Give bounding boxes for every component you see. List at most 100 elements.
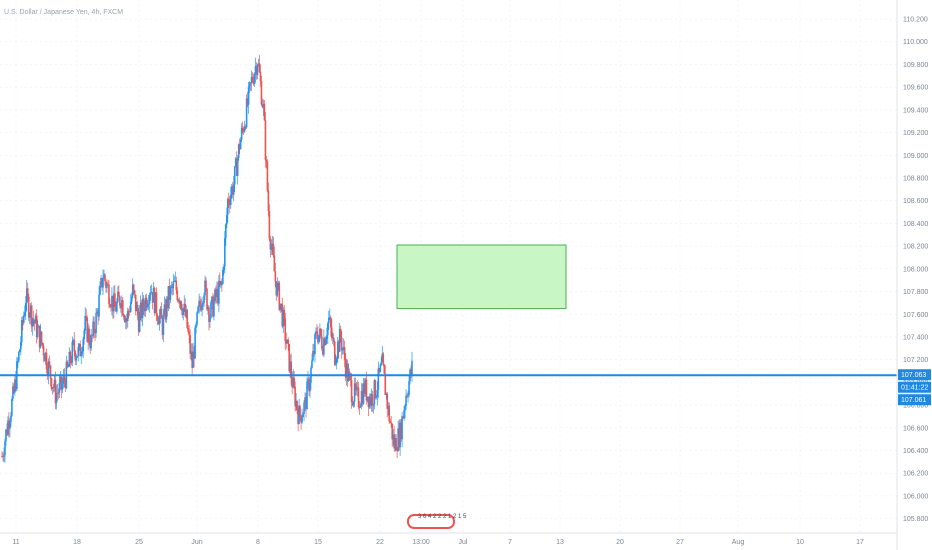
candle-body xyxy=(277,282,280,284)
candle-body xyxy=(356,386,359,388)
x-tick-label: 8 xyxy=(256,539,260,546)
candle-body xyxy=(77,347,80,357)
candle-body xyxy=(327,323,329,336)
time-axis[interactable]: 11 18 25 Jun 8 15 22 13:00 Jul 7 13 20 27 Aug 10 17 xyxy=(12,539,864,546)
candle-body xyxy=(358,407,361,408)
candle-body xyxy=(348,371,351,375)
candle-body xyxy=(363,383,366,395)
candle-body xyxy=(86,317,88,342)
candle-body xyxy=(87,328,89,342)
candle-body xyxy=(4,441,6,456)
candle-body xyxy=(251,76,254,82)
target-zone[interactable] xyxy=(396,244,567,310)
candle-body xyxy=(337,341,340,352)
candle-body xyxy=(51,387,54,390)
x-tick-label: 13:00 xyxy=(412,539,430,546)
candle-body xyxy=(22,315,25,323)
candle-body xyxy=(373,380,376,405)
candle-body xyxy=(268,211,271,239)
candle-body xyxy=(303,402,305,414)
candle-body xyxy=(98,294,100,317)
candle-body xyxy=(38,325,41,348)
candle-body xyxy=(344,360,347,378)
candle-body xyxy=(362,383,365,404)
candle-body xyxy=(184,303,187,317)
candle-body xyxy=(159,308,162,316)
candle-body xyxy=(21,319,24,323)
event-calendar-icon[interactable] xyxy=(407,514,455,529)
candle-body xyxy=(339,329,342,338)
candle-body xyxy=(90,335,92,349)
candle-body xyxy=(410,369,412,375)
candle-body xyxy=(350,380,353,403)
candle-body xyxy=(399,422,401,448)
candle-body xyxy=(382,353,385,365)
candle-body xyxy=(187,327,189,332)
candle-body xyxy=(222,269,224,284)
x-tick-label: 15 xyxy=(314,539,322,546)
candle-body xyxy=(343,347,346,361)
candle-body xyxy=(177,299,180,301)
candle-body xyxy=(164,304,167,320)
candle-body xyxy=(318,335,320,343)
candle-body xyxy=(55,392,58,404)
candle-body xyxy=(196,312,198,325)
candle-body xyxy=(357,387,360,408)
x-tick-label: 10 xyxy=(796,539,804,546)
candle-body xyxy=(393,434,395,449)
candle-body xyxy=(219,280,221,286)
candle-body xyxy=(58,382,61,394)
candle-body xyxy=(163,304,166,315)
candle-body xyxy=(197,306,199,313)
candle-body xyxy=(360,390,363,406)
candle-body xyxy=(308,379,310,392)
candle-body xyxy=(292,377,294,388)
candle-body xyxy=(401,416,403,440)
candle-body xyxy=(32,318,35,322)
candle-body xyxy=(229,194,232,206)
candle-body xyxy=(166,299,169,309)
candle-body xyxy=(336,341,339,359)
candle-body xyxy=(188,331,190,336)
candle-body xyxy=(241,127,244,129)
price-axis[interactable]: 105.800 106.000 106.200 106.400 106.600 106.8… xyxy=(903,17,928,524)
candle-body xyxy=(191,351,193,368)
candle-body xyxy=(329,317,332,328)
candle-body xyxy=(390,422,393,424)
candle-body xyxy=(294,386,296,407)
candle-body xyxy=(120,305,122,309)
candle-body xyxy=(126,310,129,321)
candle-series xyxy=(1,54,413,463)
candle-body xyxy=(227,199,230,204)
candle-body xyxy=(276,282,279,296)
candle-body xyxy=(250,76,253,83)
candle-body xyxy=(238,144,241,150)
candle-body xyxy=(283,309,286,319)
y-tick-label: 110.000 xyxy=(903,39,928,46)
candle-body xyxy=(152,288,155,303)
candle-body xyxy=(18,352,20,361)
candle-body xyxy=(165,299,168,320)
candle-body xyxy=(271,243,274,247)
candle-body xyxy=(66,361,69,367)
candle-body xyxy=(147,303,150,305)
candle-body xyxy=(300,415,302,423)
candle-body xyxy=(40,331,43,343)
candle-body xyxy=(208,307,210,322)
candle-body xyxy=(242,128,245,132)
candle-body xyxy=(64,380,67,388)
events-badge[interactable]: 3 6 4 2 2 2 1 2 1 5 xyxy=(407,514,467,529)
x-tick-label: 7 xyxy=(508,539,512,546)
candle-body xyxy=(14,379,16,393)
candle-body xyxy=(319,328,321,336)
candle-body xyxy=(21,319,23,342)
candle-body xyxy=(53,379,56,388)
candle-body xyxy=(116,301,118,312)
candle-body xyxy=(369,397,372,406)
candle-body xyxy=(95,312,97,334)
candle-body xyxy=(153,288,156,314)
candle-body xyxy=(332,337,335,342)
candle-body xyxy=(257,63,260,66)
candle-body xyxy=(44,352,47,362)
